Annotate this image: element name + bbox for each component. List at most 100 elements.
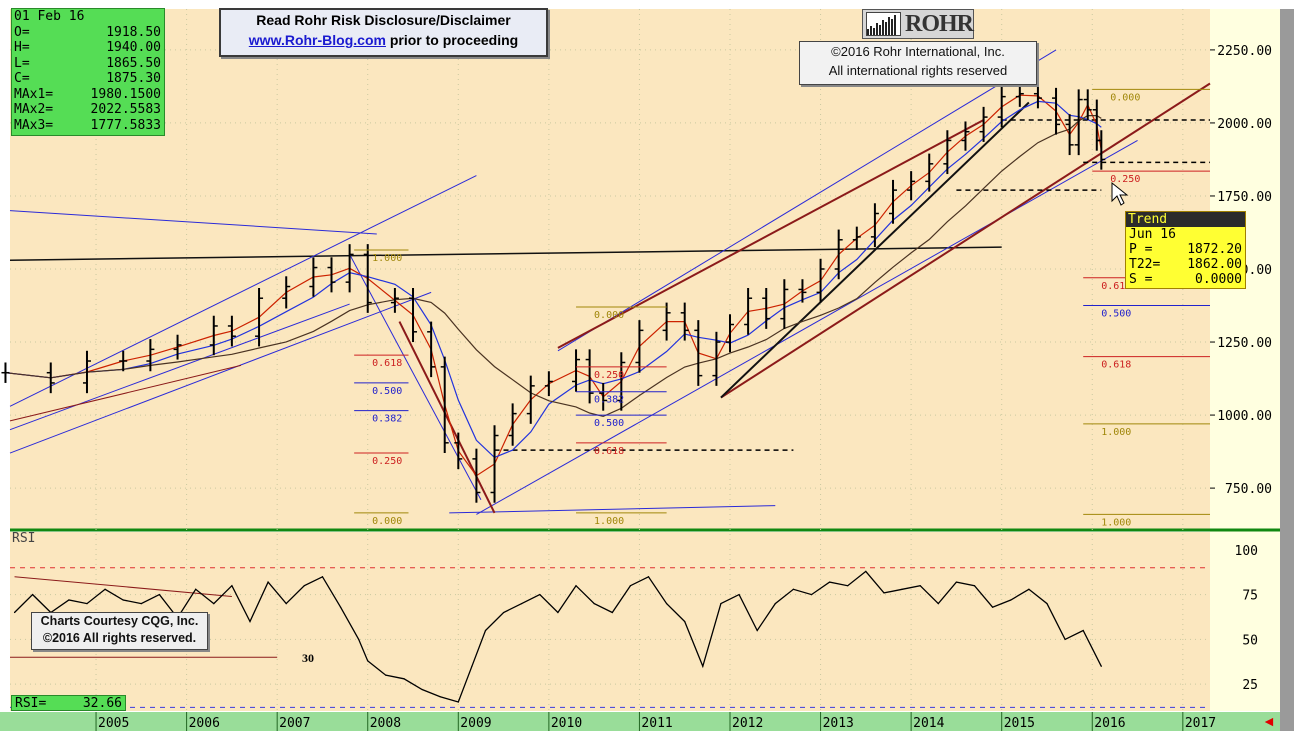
rsi-point (720, 603, 722, 605)
early-upper-line-blue (9, 210, 377, 235)
time-tick-label: 2011 (641, 716, 672, 731)
rsi-point (249, 620, 251, 623)
rsi-point (13, 611, 16, 614)
rsi-point (792, 588, 794, 590)
fib-level-label: 0.000 (1110, 92, 1140, 103)
ohlc-high: H= 1940.00 (12, 40, 164, 56)
cqg-credit-box: Charts Courtesy CQG, Inc. ©2016 All righ… (31, 612, 208, 650)
rsi-point (955, 581, 958, 583)
rsi-point (883, 592, 885, 594)
ohlc-close: C= 1875.30 (12, 71, 164, 87)
rsi-point (1064, 638, 1066, 641)
rohr-logo: ROHR (862, 9, 974, 39)
disclaimer-rest: prior to proceeding (389, 32, 519, 48)
ohlc-ma1: MAx1= 1980.1500 (12, 87, 164, 103)
trend-s-value: 0.0000 (1195, 272, 1242, 287)
time-tick-label: 2014 (913, 716, 944, 731)
ohlc-ma3-label: MAx3= (14, 117, 54, 133)
logo-chart-icon (866, 12, 901, 36)
time-tick-label: 2005 (98, 716, 129, 731)
rsi-readout: RSI= 32.66 (11, 695, 126, 711)
rsi-point (756, 629, 758, 632)
rsi-point (421, 688, 423, 691)
rising-channel-line-red (557, 119, 985, 349)
trend-t22-label: T22= (1129, 257, 1161, 272)
trend-readout: Trend Jun 16 P = 1872.20 T22= 1862.00 S = 0… (1125, 211, 1246, 289)
ohlc-ma1-value: 1980.1500 (90, 86, 161, 102)
rsi-readout-value: 32.66 (82, 696, 122, 711)
rsi-point (321, 576, 324, 578)
ohlc-open-label: O= (14, 24, 30, 40)
rsi-point (104, 588, 106, 590)
rsi-tick-label: 75 (1242, 589, 1258, 604)
rsi-readout-label: RSI= (15, 696, 47, 711)
fib-level-label: 0.500 (372, 386, 402, 397)
ohlc-low-value: 1865.50 (106, 55, 161, 71)
ohlc-low-label: L= (14, 55, 30, 71)
trend-t22: T22= 1862.00 (1126, 257, 1245, 272)
rsi-point (367, 660, 369, 662)
rsi-point (593, 603, 595, 605)
rsi-point (502, 611, 505, 614)
time-tick-label: 2012 (732, 716, 763, 731)
rsi-point (140, 603, 142, 605)
fib-level-label: 1.000 (372, 253, 402, 264)
rsi-point (122, 599, 124, 601)
rsi-point (557, 611, 559, 614)
time-tick-label: 2016 (1094, 716, 1125, 731)
copyright-box: ©2016 Rohr International, Inc. All inter… (799, 41, 1037, 85)
rsi-point (285, 603, 287, 605)
rsi-tick-label: 25 (1242, 678, 1258, 693)
rsi-point (303, 585, 305, 587)
scroll-left-arrow-icon[interactable]: ◄ (1262, 713, 1276, 729)
fib-level-label: 0.382 (594, 395, 624, 406)
rsi-point (684, 620, 686, 623)
rsi-point (68, 599, 70, 601)
rsi-point (471, 665, 473, 667)
rsi-point (611, 611, 613, 614)
rsi-point (919, 585, 921, 587)
trend-s: S = 0.0000 (1126, 272, 1245, 287)
channel-line-2004-b (9, 303, 350, 431)
rsi-trendline-red (14, 576, 232, 597)
rsi-point (339, 606, 342, 608)
ohlc-open: O= 1918.50 (12, 25, 164, 41)
ohlc-low: L= 1865.50 (12, 56, 164, 72)
rsi-point (457, 701, 459, 703)
window-scrollbar (1280, 9, 1294, 731)
fib-level-label: 0.618 (372, 358, 402, 369)
copyright-line1: ©2016 Rohr International, Inc. (831, 44, 1005, 59)
price-tick-label: 1750.00 (1217, 190, 1272, 205)
bottom-support-line (449, 505, 776, 514)
rsi-point (937, 603, 939, 605)
fib-level-label: 0.618 (1101, 360, 1131, 371)
fib-level-label: 1.000 (1101, 517, 1131, 528)
fib-level-label: 1.000 (1101, 427, 1131, 438)
price-scale-background (1210, 9, 1280, 711)
rsi-point (358, 638, 360, 641)
rsi-tick-label: 100 (1235, 544, 1258, 559)
rsi-point (1010, 599, 1012, 601)
rsi-point (403, 678, 405, 680)
moving-average-brown (5, 115, 1102, 418)
rsi-point (829, 581, 831, 583)
rsi-point (1082, 629, 1084, 632)
rsi-point (702, 665, 704, 667)
rsi-point (158, 594, 161, 596)
disclaimer-line2: www.Rohr-Blog.com prior to proceeding (221, 30, 546, 50)
fib-level-label: 0.250 (594, 370, 624, 381)
time-tick-label: 2007 (279, 716, 310, 731)
time-tick-label: 2013 (823, 716, 854, 731)
fib-level-label: 0.250 (372, 456, 402, 467)
disclaimer-title: Read Rohr Risk Disclosure/Disclaimer (256, 12, 511, 28)
rsi-point (86, 603, 88, 605)
fib-ladder-2011: 0.000 0.250 0.382 0.500 0.618 1.000 (576, 306, 667, 527)
blog-link[interactable]: www.Rohr-Blog.com (248, 32, 386, 48)
fib-level-label: 0.250 (1110, 174, 1140, 185)
time-axis-background (0, 712, 1280, 731)
ohlc-ma1-label: MAx1= (14, 86, 54, 102)
rising-support-line-blue (476, 140, 1138, 515)
ohlc-date: 01 Feb 16 (14, 9, 85, 24)
time-tick-label: 2006 (189, 716, 220, 731)
